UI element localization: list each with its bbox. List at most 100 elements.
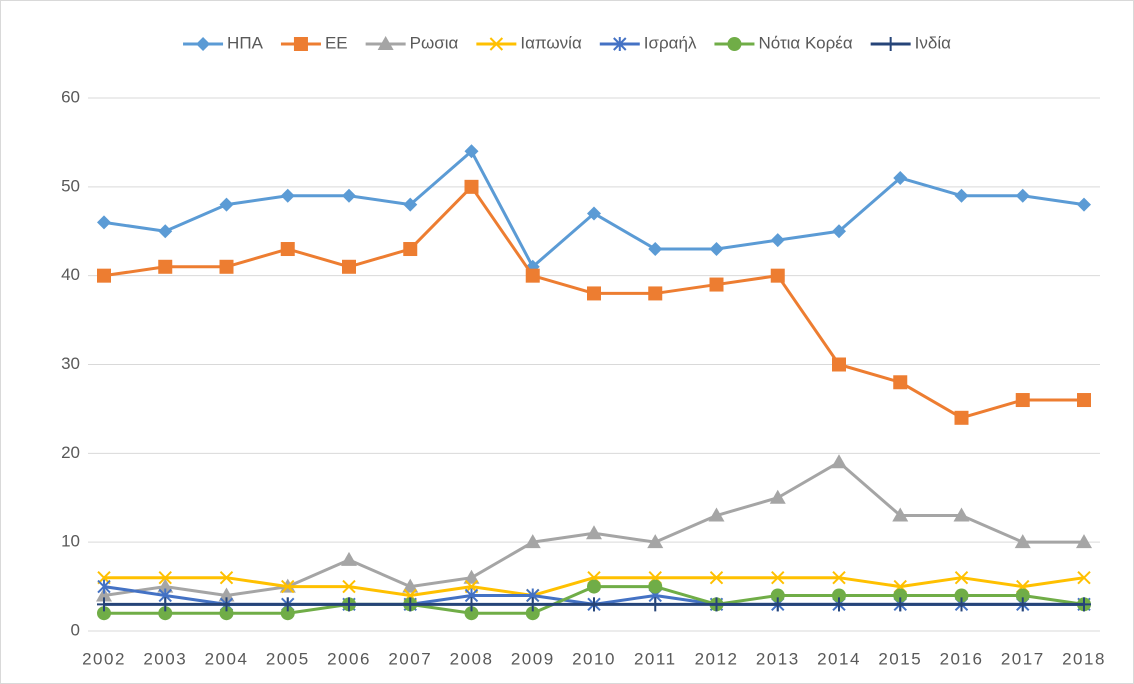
marker: [709, 597, 724, 612]
marker-shape: [709, 570, 724, 585]
marker: [587, 579, 601, 594]
marker-shape: [342, 597, 356, 612]
marker: [219, 606, 234, 621]
marker-shape: [832, 570, 846, 585]
x-tick-label: 2009: [511, 649, 555, 668]
marker-shape: [524, 534, 541, 549]
marker: [1077, 570, 1091, 585]
marker: [157, 578, 174, 593]
marker: [892, 507, 909, 522]
marker: [709, 277, 724, 292]
marker-shape: [893, 170, 908, 185]
marker-shape: [1015, 597, 1030, 612]
marker-shape: [525, 606, 540, 621]
marker-shape: [893, 588, 908, 603]
marker: [280, 597, 295, 612]
x-tick-label: 2013: [756, 649, 800, 668]
marker-shape: [893, 375, 908, 390]
marker: [219, 259, 234, 274]
marker-shape: [158, 597, 173, 612]
marker-shape: [464, 597, 479, 612]
legend: ΗΠΑ ΕΕ Ρωσια Ιαπωνία Ισραήλ Νότια Κορέα Ινδία: [183, 33, 951, 52]
marker: [342, 597, 356, 612]
marker: [770, 268, 785, 283]
marker-shape: [586, 525, 602, 540]
marker-shape: [402, 578, 419, 593]
marker: [770, 597, 785, 612]
marker-shape: [587, 579, 601, 594]
x-tick-label: 2006: [327, 649, 371, 668]
legend-item: ΕΕ: [280, 33, 348, 52]
marker: [1015, 588, 1030, 603]
marker: [1015, 393, 1030, 408]
marker: [770, 233, 785, 248]
marker: [219, 597, 234, 612]
marker-shape: [158, 606, 173, 621]
marker: [1077, 393, 1091, 408]
marker: [158, 606, 173, 621]
marker-shape: [832, 224, 846, 239]
marker: [709, 570, 724, 585]
marker-shape: [892, 507, 909, 522]
marker-shape: [953, 507, 970, 522]
marker: [727, 37, 742, 51]
marker: [464, 179, 479, 194]
marker-shape: [97, 606, 111, 621]
marker: [893, 170, 908, 185]
marker: [524, 534, 541, 549]
marker: [1014, 534, 1031, 549]
marker: [1077, 597, 1091, 612]
marker-shape: [709, 597, 724, 612]
marker-shape: [280, 188, 295, 203]
marker-shape: [831, 454, 847, 469]
marker: [883, 37, 898, 51]
legend-label: ΗΠΑ: [227, 33, 264, 52]
marker-shape: [1015, 188, 1030, 203]
marker: [587, 286, 601, 301]
marker-shape: [403, 197, 418, 212]
marker-shape: [587, 286, 601, 301]
marker-shape: [1077, 393, 1091, 408]
marker-shape: [832, 597, 846, 612]
marker: [97, 606, 111, 621]
x-tick-label: 2011: [634, 649, 677, 668]
marker-shape: [1015, 588, 1030, 603]
marker-shape: [525, 268, 540, 283]
marker: [954, 188, 969, 203]
x-tick-label: 2012: [695, 649, 739, 668]
marker-shape: [587, 597, 601, 612]
x-tick-label: 2014: [817, 649, 861, 668]
marker-shape: [342, 259, 356, 274]
marker: [832, 357, 846, 372]
marker-shape: [770, 597, 785, 612]
marker: [587, 206, 601, 221]
marker-shape: [218, 587, 235, 602]
marker-shape: [403, 242, 418, 257]
legend-item: Ισραήλ: [599, 33, 697, 52]
marker-shape: [280, 242, 295, 257]
marker-shape: [1015, 393, 1030, 408]
marker-shape: [708, 507, 725, 522]
marker: [403, 197, 418, 212]
marker: [587, 597, 601, 612]
marker-shape: [219, 197, 234, 212]
marker: [196, 37, 211, 51]
marker-shape: [1077, 197, 1091, 212]
marker: [489, 37, 504, 51]
x-tick-label: 2002: [82, 649, 126, 668]
legend-label: ΕΕ: [325, 33, 348, 52]
marker: [648, 242, 663, 257]
marker: [403, 242, 418, 257]
marker-shape: [525, 597, 540, 612]
x-tick-label: 2010: [572, 649, 616, 668]
marker: [525, 268, 540, 283]
marker-shape: [587, 206, 601, 221]
marker: [586, 525, 602, 540]
marker-shape: [648, 579, 663, 594]
marker: [464, 606, 479, 621]
marker-shape: [464, 606, 479, 621]
marker: [953, 507, 970, 522]
marker: [954, 570, 969, 585]
marker: [893, 597, 908, 612]
